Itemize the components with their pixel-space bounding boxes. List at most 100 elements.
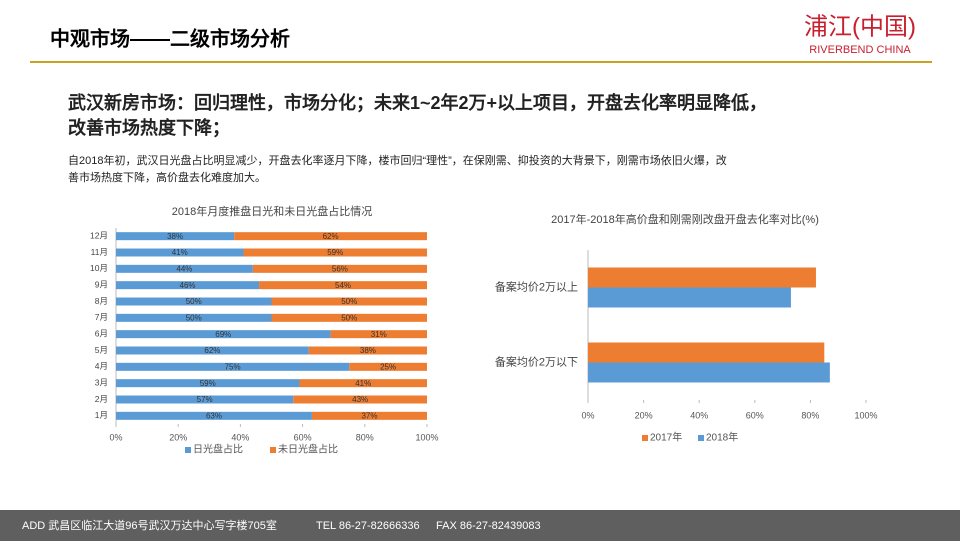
footer-bar [0,510,960,541]
y-tick-label: 8月 [95,296,108,306]
x-tick-label: 80% [356,432,374,442]
legend-label: 2018年 [706,431,738,444]
bar [349,362,427,371]
footer-address: ADD 武昌区临江大道96号武汉万达中心写字楼705室 [22,518,277,532]
data-label: 38% [167,232,183,241]
x-tick-label: 80% [801,410,819,420]
bar [243,248,427,257]
bar [116,313,272,322]
data-label: 63% [206,411,222,420]
data-label: 46% [180,281,196,290]
data-label: 41% [355,379,371,388]
data-label: 50% [186,297,202,306]
bar [588,267,816,288]
x-tick-label: 100% [854,410,877,420]
bar [330,330,427,339]
x-tick-label: 20% [635,410,653,420]
y-tick-label: 6月 [95,328,108,338]
legend-swatch [698,435,704,441]
bar [116,248,244,257]
bar [252,264,427,273]
legend-swatch [185,447,191,453]
bar [588,287,791,308]
bar [588,342,825,363]
legend-label: 2017年 [650,431,682,444]
bar [116,379,300,388]
y-tick-label: 10月 [90,263,108,273]
body-line: 善市场热度下降，高价盘去化难度加大。 [68,170,266,184]
x-tick-label: 100% [415,432,438,442]
bar [299,379,427,388]
bar [116,395,294,404]
heading-line: 改善市场热度下降； [68,117,230,138]
data-label: 59% [200,379,216,388]
footer-fax: FAX 86-27-82439083 [436,520,541,532]
data-label: 37% [361,411,377,420]
bar [234,232,427,241]
bar [308,346,427,355]
bar [116,346,309,355]
y-tick-label: 1月 [95,410,108,420]
legend-label: 未日光盘占比 [278,443,338,456]
x-tick-label: 60% [294,432,312,442]
data-label: 69% [215,330,231,339]
y-tick-label: 2月 [95,394,108,404]
x-tick-label: 60% [746,410,764,420]
y-tick-label: 9月 [95,279,108,289]
data-label: 41% [172,248,188,257]
logo-name: 浦江(中国) [804,13,916,40]
data-label: 31% [371,330,387,339]
bar [311,411,427,420]
bar [116,297,272,306]
x-tick-label: 0% [581,410,594,420]
data-label: 75% [225,362,241,371]
x-tick-label: 40% [690,410,708,420]
chart-title: 2017年-2018年高价盘和刚需刚改盘开盘去化率对比(%) [551,212,819,226]
data-label: 56% [332,264,348,273]
bar [116,411,312,420]
body-line: 自2018年初，武汉日光盘占比明显减少，开盘去化率逐月下降，楼市回归“理性”，在… [68,153,727,167]
bar [271,313,427,322]
x-tick-label: 0% [109,432,122,442]
bar [588,362,830,383]
x-tick-label: 20% [169,432,187,442]
data-label: 43% [352,395,368,404]
bar [293,395,427,404]
y-tick-label: 12月 [90,230,108,240]
bar [271,297,427,306]
data-label: 44% [176,264,192,273]
legend-swatch [642,435,648,441]
y-tick-label: 4月 [95,361,108,371]
y-tick-label: 备案均价2万以上 [495,279,578,293]
data-label: 62% [204,346,220,355]
data-label: 50% [341,297,357,306]
legend-swatch [270,447,276,453]
chart-title: 2018年月度推盘日光和未日光盘占比情况 [172,204,372,218]
y-tick-label: 3月 [95,377,108,387]
bar [116,330,331,339]
y-tick-label: 11月 [91,247,108,257]
footer-tel: TEL 86-27-82666336 [316,520,420,532]
data-label: 38% [360,346,376,355]
bar [116,264,253,273]
data-label: 57% [197,395,213,404]
bar [259,281,427,290]
data-label: 54% [335,281,351,290]
logo-sub: RIVERBEND CHINA [809,44,911,56]
bar [116,232,235,241]
y-tick-label: 7月 [95,312,108,322]
legend-label: 日光盘占比 [193,443,243,456]
heading-line: 武汉新房市场：回归理性，市场分化；未来1~2年2万+以上项目，开盘去化率明显降低… [68,92,767,113]
data-label: 50% [186,313,202,322]
bar [116,362,350,371]
x-tick-label: 40% [231,432,249,442]
data-label: 25% [380,362,396,371]
data-label: 62% [323,232,339,241]
data-label: 50% [341,313,357,322]
data-label: 59% [327,248,343,257]
y-tick-label: 5月 [95,345,108,355]
header-title: 中观市场——二级市场分析 [50,26,290,50]
bar [116,281,260,290]
y-tick-label: 备案均价2万以下 [495,354,578,368]
